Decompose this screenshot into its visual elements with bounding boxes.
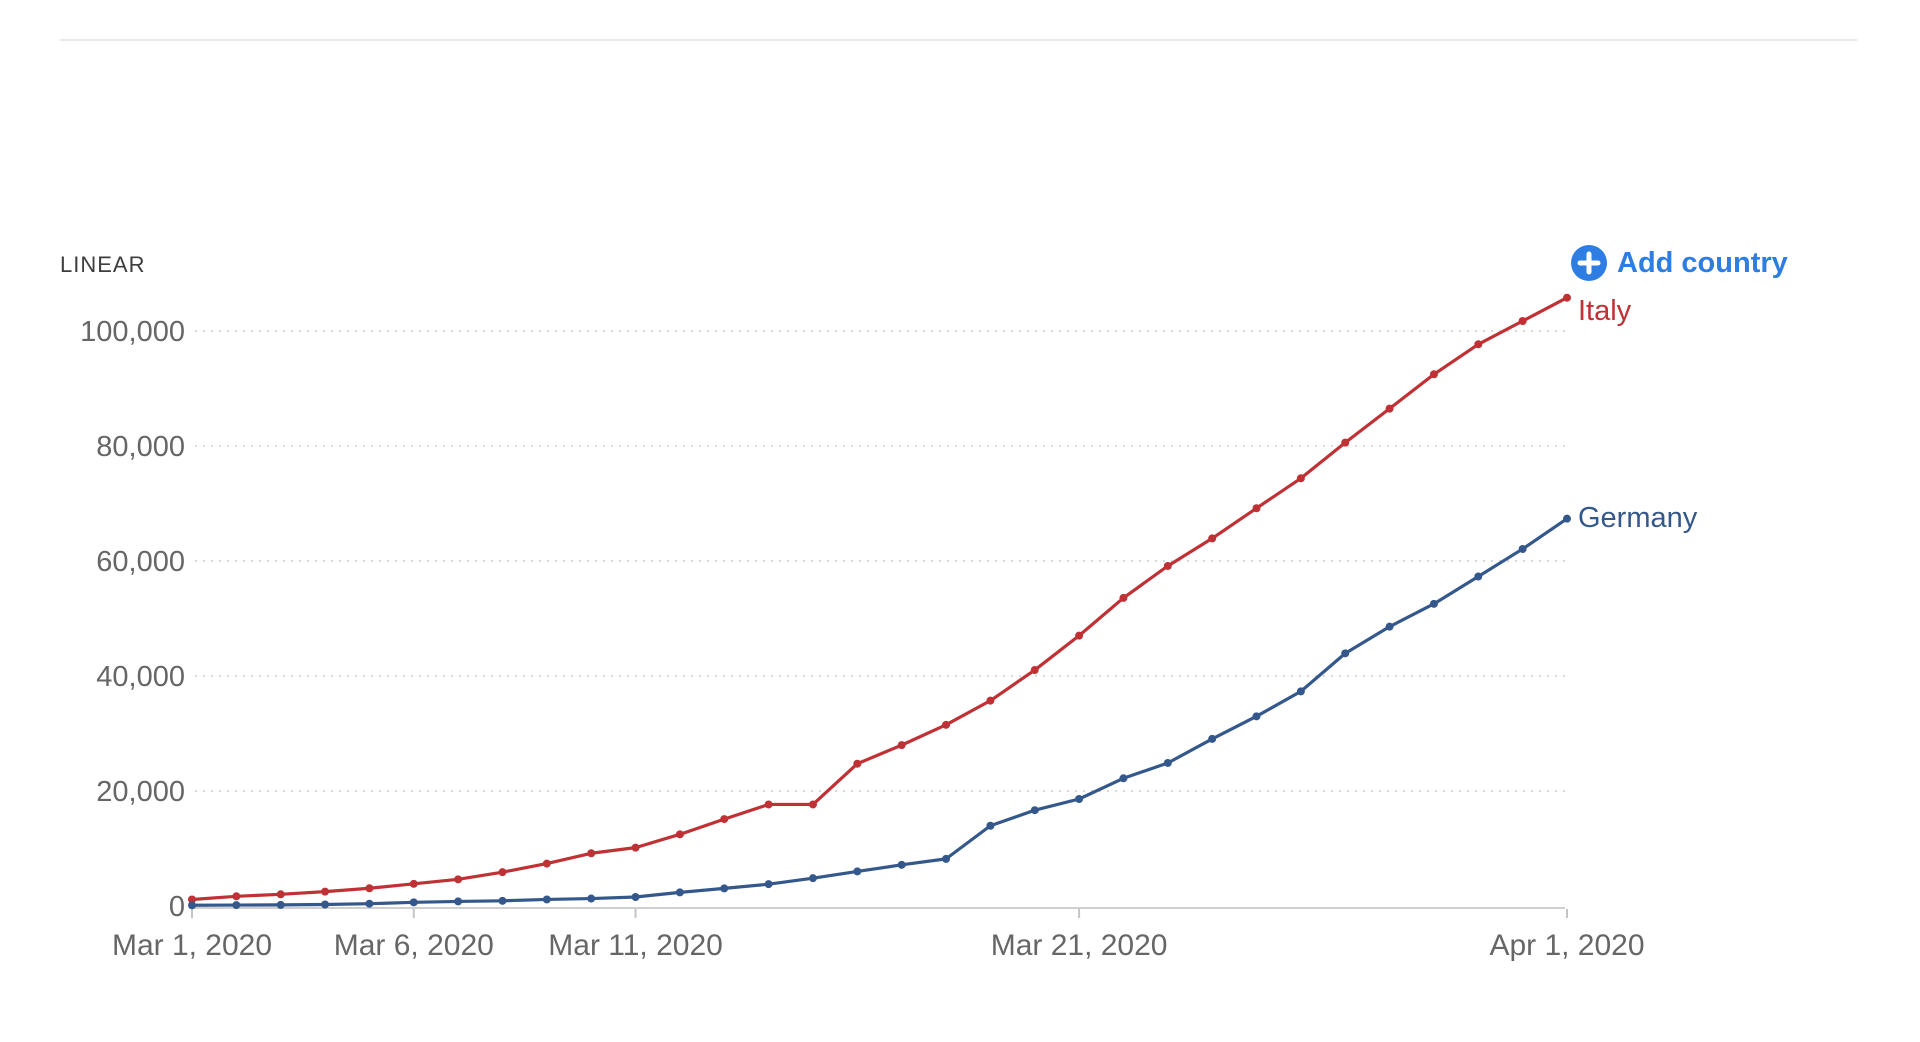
add-country-button[interactable]: Add country bbox=[1571, 245, 1788, 281]
italy-point bbox=[986, 696, 995, 705]
germany-point bbox=[409, 898, 418, 907]
germany-point bbox=[1518, 544, 1527, 553]
italy-point bbox=[1563, 293, 1571, 302]
x-tick-label: Mar 21, 2020 bbox=[991, 929, 1168, 962]
germany-point bbox=[986, 821, 995, 830]
germany-point bbox=[808, 874, 817, 883]
italy-point bbox=[675, 830, 684, 839]
germany-point bbox=[321, 900, 330, 909]
add-country-label: Add country bbox=[1617, 246, 1788, 279]
germany-point bbox=[675, 888, 684, 897]
italy-point bbox=[1385, 404, 1394, 413]
italy-point bbox=[232, 892, 241, 901]
italy-point bbox=[942, 720, 951, 729]
italy-point bbox=[1296, 474, 1305, 483]
germany-point bbox=[1474, 572, 1483, 581]
germany-point bbox=[1385, 622, 1394, 631]
italy-point bbox=[409, 879, 418, 888]
italy-point bbox=[1075, 631, 1084, 640]
germany-point bbox=[365, 899, 374, 908]
germany-point bbox=[542, 895, 551, 904]
italy-point bbox=[276, 890, 285, 899]
germany-point bbox=[1119, 774, 1128, 783]
x-tick-label: Mar 6, 2020 bbox=[334, 929, 494, 962]
y-tick-label: 20,000 bbox=[96, 776, 185, 808]
germany-point bbox=[1163, 758, 1172, 767]
germany-point bbox=[720, 884, 729, 893]
italy-point bbox=[587, 849, 596, 858]
germany-point bbox=[1341, 649, 1350, 658]
italy-point bbox=[1341, 438, 1350, 447]
germany-point bbox=[498, 896, 507, 905]
italy-point bbox=[188, 895, 196, 904]
germany-point bbox=[942, 854, 951, 863]
plus-icon bbox=[1571, 245, 1607, 281]
italy-point bbox=[1518, 317, 1527, 326]
germany-point bbox=[1075, 794, 1084, 803]
germany-point bbox=[1429, 599, 1438, 608]
italy-point bbox=[321, 887, 330, 896]
italy-point bbox=[1163, 561, 1172, 570]
italy-point bbox=[897, 741, 906, 750]
germany-point bbox=[454, 897, 463, 906]
y-tick-label: 0 bbox=[169, 891, 185, 923]
italy-point bbox=[853, 759, 862, 768]
italy-point bbox=[542, 859, 551, 868]
italy-series-label: Italy bbox=[1578, 294, 1632, 327]
italy-point bbox=[454, 875, 463, 884]
germany-point bbox=[232, 901, 241, 910]
y-tick-label: 100,000 bbox=[80, 316, 185, 348]
italy-point bbox=[1119, 593, 1128, 602]
italy-point bbox=[720, 815, 729, 824]
y-tick-label: 80,000 bbox=[96, 431, 185, 463]
italy-point bbox=[1252, 504, 1261, 513]
italy-line bbox=[191, 296, 1568, 902]
germany-point bbox=[631, 892, 640, 901]
germany-point bbox=[1252, 712, 1261, 721]
italy-point bbox=[1429, 370, 1438, 379]
italy-point bbox=[1208, 534, 1217, 543]
x-tick-label: Apr 1, 2020 bbox=[1489, 929, 1644, 962]
germany-line bbox=[191, 517, 1568, 907]
germany-point bbox=[1296, 687, 1305, 696]
germany-point bbox=[188, 901, 196, 910]
germany-point bbox=[764, 880, 773, 889]
germany-point bbox=[897, 860, 906, 869]
top-divider bbox=[60, 39, 1857, 41]
y-tick-label: 40,000 bbox=[96, 661, 185, 693]
scale-toggle-linear[interactable]: LINEAR bbox=[60, 252, 146, 277]
germany-point bbox=[1563, 514, 1571, 523]
italy-point bbox=[1030, 666, 1039, 675]
italy-point bbox=[808, 800, 817, 809]
italy-point bbox=[631, 843, 640, 852]
italy-point bbox=[764, 800, 773, 809]
germany-point bbox=[587, 894, 596, 903]
x-tick-label: Mar 11, 2020 bbox=[548, 929, 723, 962]
germany-point bbox=[276, 900, 285, 909]
italy-point bbox=[365, 884, 374, 893]
italy-point bbox=[498, 868, 507, 877]
germany-series-label: Germany bbox=[1578, 501, 1698, 534]
italy-point bbox=[1474, 340, 1483, 349]
germany-point bbox=[1208, 734, 1217, 743]
germany-point bbox=[853, 867, 862, 876]
germany-point bbox=[1030, 806, 1039, 815]
x-tick-label: Mar 1, 2020 bbox=[112, 929, 272, 962]
y-tick-label: 60,000 bbox=[96, 546, 185, 578]
